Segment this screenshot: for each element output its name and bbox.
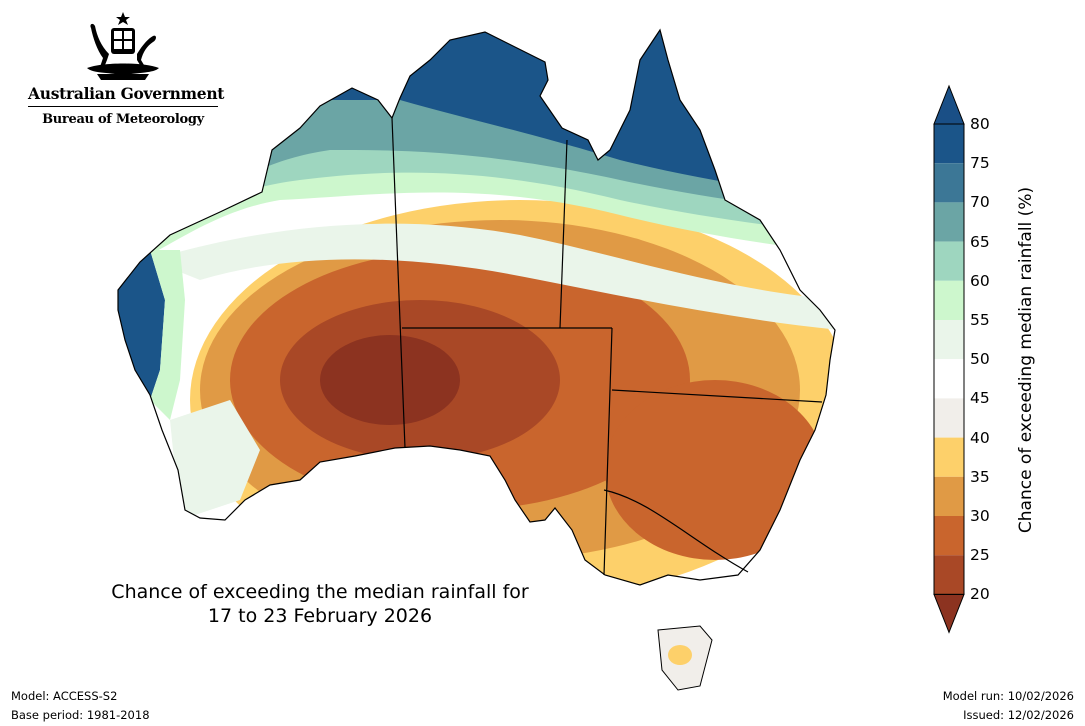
agency-name: Bureau of Meteorology [42, 112, 204, 127]
colorbar-tick: 70 [970, 193, 990, 212]
map-title: Chance of exceeding the median rainfall … [60, 580, 580, 628]
colorbar-extend-top [933, 84, 965, 125]
model-name: Model: ACCESS-S2 [11, 689, 118, 703]
colorbar-swatch-35_40 [934, 437, 964, 477]
colorbar-tick: 25 [970, 546, 990, 565]
colorbar-label: Chance of exceeding median rainfall (%) [1016, 186, 1036, 534]
colorbar-swatch-75_80 [934, 124, 964, 164]
colorbar-tick: 30 [970, 507, 990, 525]
colorbar-swatch-40_45 [934, 398, 964, 438]
colorbar-tick: 55 [970, 311, 990, 329]
colorbar-tick: 45 [970, 389, 990, 408]
colorbar-tick: 75 [970, 154, 990, 173]
colorbar-tick: 40 [970, 428, 990, 447]
coat-of-arms-icon [87, 12, 159, 80]
colorbar-tick: 65 [970, 232, 990, 251]
bom-logo: Australian Government Bureau of Meteorol… [28, 10, 224, 127]
colorbar-swatch-45_50 [934, 359, 964, 399]
footer-right: Model run: 10/02/2026 Issued: 12/02/2026 [943, 687, 1074, 725]
model-run: Model run: 10/02/2026 [942, 689, 1074, 703]
colorbar-tick: 35 [970, 467, 990, 486]
colorbar-tick: 50 [970, 350, 990, 369]
footer-left: Model: ACCESS-S2 Base period: 1981-2018 [11, 687, 150, 725]
map-title-line1: Chance of exceeding the median rainfall … [111, 581, 529, 603]
colorbar-swatch-60_65 [934, 241, 964, 281]
colorbar-swatch-20_25 [934, 555, 964, 595]
colorbar-tick: 60 [970, 271, 990, 290]
base-period: Base period: 1981-2018 [11, 708, 150, 722]
colorbar-swatch-70_75 [934, 163, 964, 203]
colorbar-swatch-65_70 [934, 202, 964, 242]
colorbar-tick: 20 [970, 585, 990, 604]
colorbar-tick: 80 [970, 115, 990, 133]
government-name: Australian Government [28, 82, 224, 107]
colorbar-extend-bottom [933, 593, 965, 634]
issued-date: Issued: 12/02/2026 [963, 708, 1074, 722]
colorbar-swatch-50_55 [934, 320, 964, 360]
colorbar [933, 84, 965, 634]
colorbar-swatch-25_30 [934, 516, 964, 556]
colorbar-swatch-55_60 [934, 280, 964, 320]
map-title-line2: 17 to 23 February 2026 [207, 605, 433, 627]
colorbar-swatch-30_35 [934, 476, 964, 516]
